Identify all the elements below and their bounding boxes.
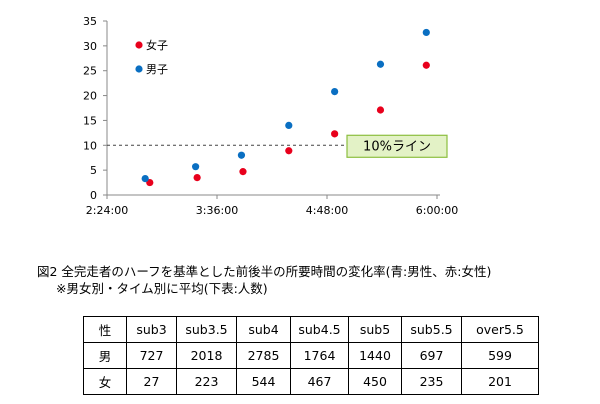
y-tick-label: 25 [83, 65, 97, 78]
data-point [193, 174, 201, 182]
table-cell: 223 [176, 368, 237, 395]
data-point [331, 87, 339, 96]
table-header-cell: sub5 [348, 316, 402, 343]
table-cell: 467 [290, 368, 349, 395]
data-point [376, 106, 385, 114]
x-tick-label: 6:00:00 [416, 204, 458, 217]
data-points [141, 28, 430, 187]
figure-caption: 図2 全完走者のハーフを基準とした前後半の所要時間の変化率(青:男性、赤:女性) [37, 264, 492, 279]
y-tick-label: 10 [83, 139, 97, 152]
data-point [285, 147, 293, 155]
y-tick-label: 5 [90, 164, 97, 177]
data-point [422, 61, 430, 69]
chart-axes: 0 5 10 15 20 25 30 35 2:24:00 3:36:00 4:48:00 6:00:… [83, 15, 458, 217]
y-tick-label: 35 [83, 15, 97, 28]
table-header-cell: sub3 [126, 316, 177, 343]
table-header-cell: sub4.5 [290, 316, 349, 343]
scatter-chart: 0 5 10 15 20 25 30 35 2:24:00 3:36:00 4:48:00 6:00:… [83, 15, 458, 217]
legend-marker [135, 41, 143, 49]
reference-line-label: 10%ライン [363, 139, 431, 154]
legend-marker [135, 65, 143, 73]
table-cell: 544 [236, 368, 291, 395]
y-tick-label: 0 [90, 189, 97, 202]
legend-label: 女子 [146, 38, 168, 52]
table-header-cell: sub4 [236, 316, 291, 343]
table-header-cell: sub3.5 [176, 316, 237, 343]
table-cell: 235 [401, 368, 462, 395]
table-cell: 727 [126, 342, 177, 369]
table-row-label: 男 [83, 342, 127, 369]
x-tick-label: 2:24:00 [86, 204, 128, 217]
data-point [422, 28, 430, 37]
table-cell: 697 [401, 342, 462, 369]
runner-count-table: 性 sub3 sub3.5 sub4 sub4.5 sub5 sub5.5 ov… [83, 316, 539, 395]
y-tick-label: 30 [83, 40, 97, 53]
data-point [237, 151, 246, 159]
reference-line-group: 10%ライン [107, 134, 448, 158]
data-point [376, 60, 385, 68]
table-cell: 599 [461, 342, 539, 369]
data-point [141, 174, 149, 183]
table-cell: 201 [461, 368, 539, 395]
x-tick-label: 3:36:00 [196, 204, 238, 217]
y-tick-label: 20 [83, 90, 97, 103]
table-cell: 2018 [176, 342, 237, 369]
figure-caption-note: ※男女別・タイム別に平均(下表:人数) [56, 281, 268, 296]
table-cell: 1440 [348, 342, 402, 369]
legend-label: 男子 [146, 63, 168, 76]
table-row-label: 女 [83, 368, 127, 395]
data-point [239, 168, 247, 176]
table-cell: 450 [348, 368, 402, 395]
data-point [331, 130, 339, 138]
reference-line-callout [346, 134, 448, 158]
table-cell: 1764 [290, 342, 349, 369]
table-header-label: 性 [83, 316, 127, 343]
table-header-cell: sub5.5 [401, 316, 462, 343]
y-tick-label: 15 [83, 114, 97, 127]
x-tick-label: 4:48:00 [306, 204, 348, 217]
table-row: 女 27 223 544 467 450 235 201 [83, 368, 539, 395]
data-point [285, 121, 293, 129]
table-cell: 2785 [236, 342, 291, 369]
table-header-cell: over5.5 [461, 316, 539, 343]
table-cell: 27 [126, 368, 177, 395]
table-row: 男 727 2018 2785 1764 1440 697 599 [83, 342, 539, 369]
data-point [192, 163, 200, 171]
table-header-row: 性 sub3 sub3.5 sub4 sub4.5 sub5 sub5.5 ov… [83, 316, 539, 343]
